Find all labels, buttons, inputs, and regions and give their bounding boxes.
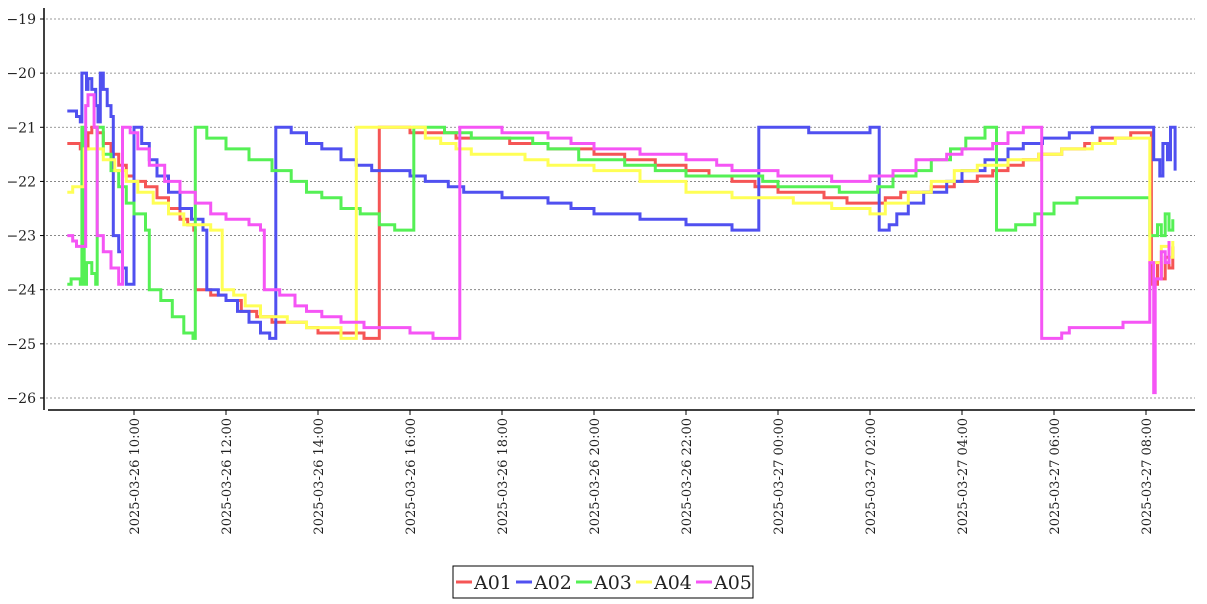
x-tick-label: 2025-03-26 18:00 [496,418,511,535]
y-axis: −19 −20 −21 −22 −23 −24 −25 −26 [6,8,45,410]
x-tick-label: 2025-03-26 22:00 [680,418,695,535]
legend-label-a01: A01 [473,572,512,594]
legend-label-a05: A05 [713,572,752,594]
x-tick-label: 2025-03-26 12:00 [220,418,235,535]
y-tick-label: −20 [6,66,36,82]
y-tick-label: −22 [6,174,36,190]
grid-lines [46,18,1195,399]
x-tick-label: 2025-03-26 14:00 [312,418,327,535]
legend-label-a03: A03 [593,572,632,594]
y-tick-label: −23 [6,229,36,245]
y-tick-label: −21 [6,120,36,136]
x-tick-label: 2025-03-26 20:00 [588,418,603,535]
x-tick-label: 2025-03-27 02:00 [864,418,879,535]
series-lines [67,71,1177,395]
x-tick-label: 2025-03-27 04:00 [956,418,971,535]
x-tick-label: 2025-03-26 16:00 [404,418,419,535]
y-tick-label: −26 [6,391,36,407]
legend: A01 A02 A03 A04 A05 [452,565,754,599]
y-tick-label: −25 [6,337,36,353]
x-tick-label: 2025-03-27 08:00 [1140,418,1155,535]
y-tick-label: −24 [6,283,36,299]
legend-label-a04: A04 [653,572,692,594]
x-tick-label: 2025-03-27 00:00 [772,418,787,535]
x-axis: 2025-03-26 10:00 2025-03-26 12:00 2025-03-… [48,409,1195,535]
x-tick-label: 2025-03-27 06:00 [1048,418,1063,535]
series-line-a04 [67,125,1175,340]
y-tick-label: −19 [6,12,36,28]
x-tick-label: 2025-03-26 10:00 [128,418,143,535]
series-line-a05 [67,93,1171,395]
legend-label-a02: A02 [533,572,572,594]
series-line-a02 [67,71,1177,340]
